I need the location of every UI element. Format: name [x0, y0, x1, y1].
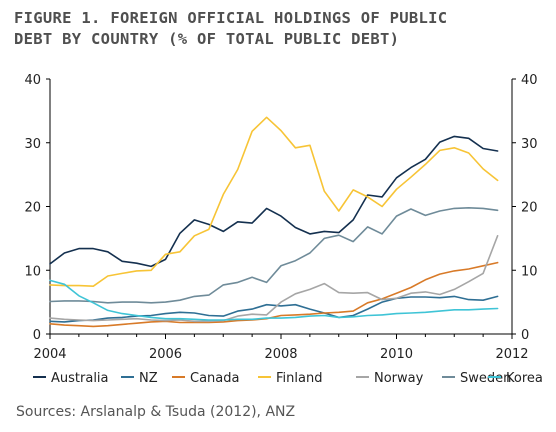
series-line-finland	[49, 116, 499, 288]
chart-title-line-2: DEBT BY COUNTRY (% OF TOTAL PUBLIC DEBT)	[14, 30, 400, 48]
legend-label-finland: Finland	[276, 371, 322, 386]
legend-label-nz: NZ	[139, 371, 158, 386]
series-line-australia	[49, 135, 499, 268]
chart-title: FIGURE 1. FOREIGN OFFICIAL HOLDINGS OF P…	[14, 8, 544, 50]
y-tick-label-right-0: 0	[521, 328, 529, 343]
chart-title-line-1: FIGURE 1. FOREIGN OFFICIAL HOLDINGS OF P…	[14, 9, 448, 27]
series-line-sweden	[49, 207, 499, 304]
x-tick-label-2010: 2010	[380, 347, 413, 362]
x-tick-label-2012: 2012	[495, 347, 528, 362]
x-tick-label-2004: 2004	[33, 347, 66, 362]
legend-label-norway: Norway	[374, 371, 424, 386]
legend-label-korea: Korea	[506, 371, 543, 386]
y-tick-label-right-20: 20	[521, 201, 538, 216]
y-tick-label-right-10: 10	[521, 264, 538, 279]
y-tick-label-left-30: 30	[24, 137, 41, 152]
source-note: Sources: Arslanalp & Tsuda (2012), ANZ	[16, 404, 296, 420]
series-line-korea	[49, 279, 499, 321]
series-line-norway	[49, 235, 499, 323]
legend-label-australia: Australia	[51, 371, 109, 386]
y-tick-label-left-10: 10	[24, 264, 41, 279]
x-tick-label-2008: 2008	[264, 347, 297, 362]
y-tick-label-left-20: 20	[24, 201, 41, 216]
series-line-canada	[49, 261, 499, 328]
y-tick-label-right-40: 40	[521, 73, 538, 88]
series-line-nz	[49, 295, 499, 323]
x-tick-label-2006: 2006	[149, 347, 182, 362]
y-tick-label-right-30: 30	[521, 137, 538, 152]
y-tick-label-left-40: 40	[24, 73, 41, 88]
legend-label-canada: Canada	[190, 371, 239, 386]
legend-label-sweden: Sweden	[460, 371, 511, 386]
y-tick-label-left-0: 0	[33, 328, 41, 343]
